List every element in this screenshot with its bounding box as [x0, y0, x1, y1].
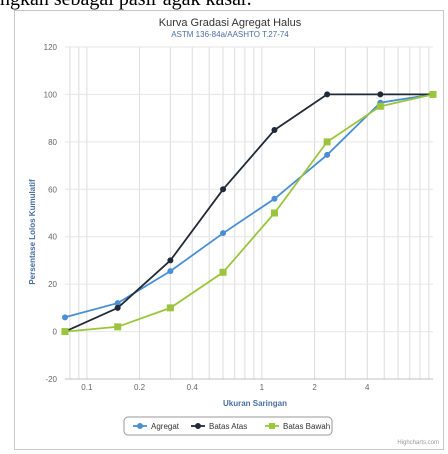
- series-batas-bawah: [61, 90, 437, 336]
- series-line: [64, 93, 434, 333]
- data-point: [324, 91, 331, 98]
- y-tick-label: 60: [48, 185, 57, 194]
- data-point: [114, 304, 121, 311]
- data-point: [376, 102, 384, 110]
- legend-item-agregat[interactable]: Agregat: [133, 422, 180, 431]
- caption-strip: ngkan sebagai pasir agak kasar.: [0, 0, 448, 10]
- x-tick-label: 2: [312, 383, 317, 392]
- series-agregat: [62, 91, 436, 321]
- legend-box: [123, 416, 333, 436]
- series-layer: [61, 90, 437, 336]
- data-point: [114, 300, 121, 307]
- series-line: [64, 93, 433, 333]
- credit-text[interactable]: Highcharts.com: [397, 440, 439, 446]
- legend-marker: [195, 423, 201, 429]
- data-point: [114, 323, 122, 331]
- data-point: [166, 304, 174, 312]
- legend-marker: [269, 423, 275, 429]
- chart-subtitle: ASTM 136-84a/AASHTO T.27-74: [171, 30, 289, 39]
- x-tick-label: 1: [260, 383, 265, 392]
- data-point: [167, 257, 174, 264]
- caption-text: ngkan sebagai pasir agak kasar.: [0, 0, 252, 10]
- x-tick-label: 0.1: [81, 383, 93, 392]
- y-tick-label: 40: [48, 233, 57, 242]
- y-axis-title: Persentase Lolos Kumulatif: [28, 179, 37, 285]
- y-tick-label: -20: [45, 375, 57, 384]
- legend-label: Batas Atas: [209, 422, 247, 431]
- data-point: [220, 230, 227, 237]
- data-point: [62, 314, 68, 321]
- y-tick-label: 120: [44, 43, 58, 52]
- x-tick-label: 4: [365, 383, 370, 392]
- data-point: [61, 328, 69, 336]
- data-point: [271, 127, 278, 133]
- legend-marker: [137, 423, 143, 429]
- legend-item-batas-bawah[interactable]: Batas Bawah: [265, 422, 330, 431]
- x-tick-label: 0.4: [187, 383, 199, 392]
- chart-title: Kurva Gradasi Agregat Halus: [159, 17, 302, 29]
- x-tick-label: 0.2: [134, 383, 146, 392]
- series-batas-atas: [62, 91, 436, 335]
- data-point: [429, 90, 437, 98]
- data-point: [270, 209, 278, 217]
- grid-layer: -20 0 20 40 60 80 100 120 0.1 0.2 0.4 1 2 4: [44, 43, 433, 392]
- data-point: [377, 91, 384, 98]
- data-point: [167, 268, 174, 275]
- data-point: [219, 268, 227, 276]
- chart-container: Kurva Gradasi Agregat Halus ASTM 136-84a…: [14, 10, 444, 450]
- legend-label: Batas Bawah: [283, 422, 330, 431]
- legend-label: Agregat: [151, 422, 180, 431]
- data-point: [220, 186, 227, 193]
- data-point: [324, 151, 331, 158]
- data-point: [323, 138, 331, 146]
- y-tick-label: 100: [44, 90, 58, 99]
- data-point: [271, 195, 278, 202]
- y-tick-label: 0: [53, 328, 58, 337]
- legend: Agregat Batas Atas Batas Bawah: [133, 422, 330, 431]
- y-tick-label: 80: [48, 138, 57, 147]
- chart-svg: Kurva Gradasi Agregat Halus ASTM 136-84a…: [28, 17, 439, 446]
- x-axis-title: Ukuran Saringan: [223, 399, 287, 408]
- legend-item-batas-atas[interactable]: Batas Atas: [191, 422, 247, 431]
- y-tick-label: 20: [48, 280, 57, 289]
